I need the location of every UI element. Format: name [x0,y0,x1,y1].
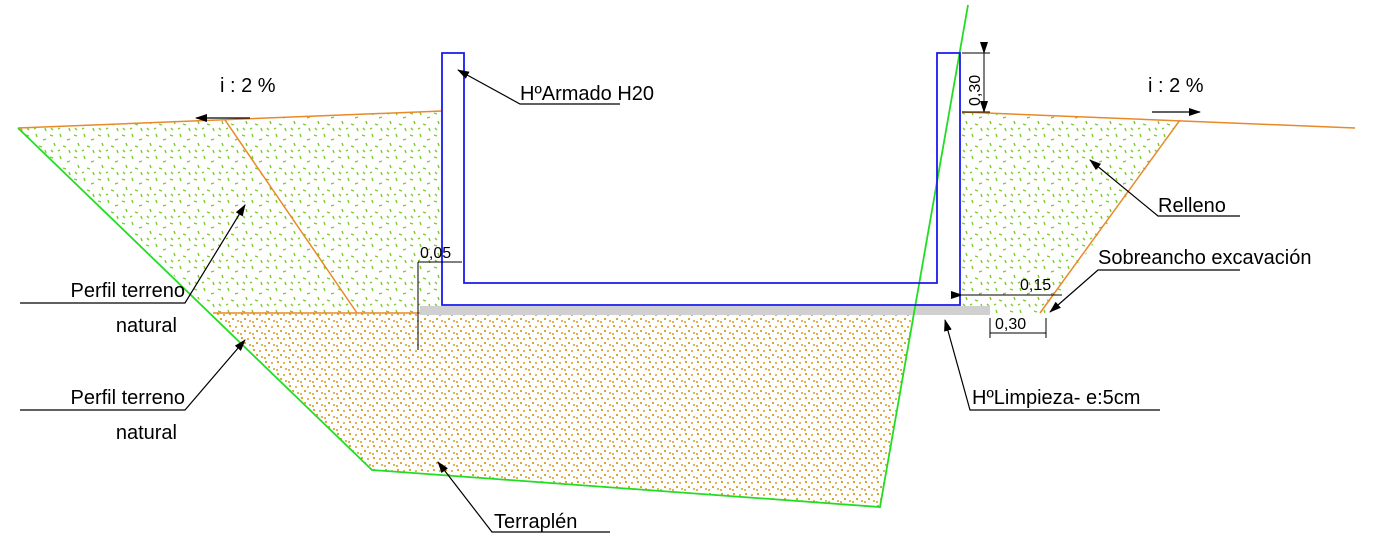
fills [18,111,1180,507]
slope-label: i : 2 % [220,75,276,97]
dimension-label: 0,30 [995,316,1026,333]
dimension-label: 0,05 [420,245,451,262]
fill-label: Relleno [1158,195,1226,217]
slope-label: i : 2 % [1148,75,1204,97]
terrain-label: natural [116,315,177,337]
overwidth-label: Sobreancho excavación [1098,247,1311,269]
terrain-label: Perfil terreno [71,387,186,409]
embankment-label: Terraplén [494,511,577,533]
leaders [20,69,1240,533]
dimension-label: 0,15 [1020,277,1051,294]
lines [17,4,1356,508]
labels: i : 2 % i : 2 % HºArmado H20 0,30 Rellen… [71,75,1312,533]
concrete-label: HºArmado H20 [520,83,654,105]
dimension-label: 0,30 [967,75,984,106]
lean-concrete-label: HºLimpieza- e:5cm [972,387,1140,409]
dimensions [417,42,1062,350]
terrain-label: Perfil terreno [71,280,186,302]
terrain-label: natural [116,422,177,444]
